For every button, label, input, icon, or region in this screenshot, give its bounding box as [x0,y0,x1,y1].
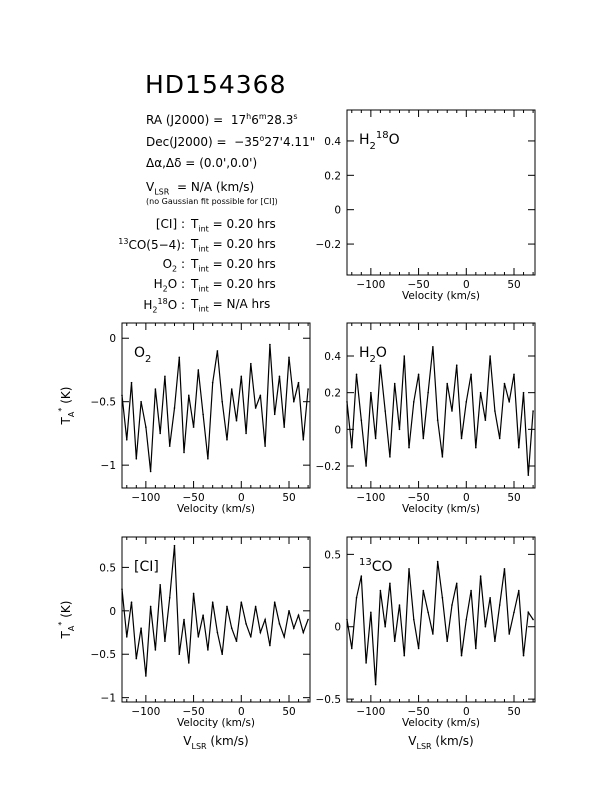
vlsr-axis-label: VLSR (km/s) [183,734,248,751]
x-tick-label: 50 [507,279,520,291]
ra-minutes: 6 [251,113,259,127]
x-tick-label: 50 [282,706,295,718]
panel-frame-o2 [121,322,311,489]
vlsr-label: V [146,180,155,194]
panel-label-h2o: H2O [359,345,387,365]
y-tick-label: 0.2 [324,388,341,400]
panel-label-co13: 13CO [359,557,393,575]
y-tick-label: −0.5 [91,649,117,661]
x-tick-label: −100 [356,706,385,718]
tint-value-h218o: Tint = N/A hrs [191,297,271,314]
y-tick-label: 0.4 [324,351,341,363]
tint-line-tail: O : [167,298,185,312]
y-tick-label: −0.5 [316,694,342,706]
x-tick-label: −50 [407,279,429,291]
tint-line-label: O [162,257,173,271]
x-tick-label: 0 [463,279,470,291]
fit-note: (no Gaussian fit possible for [CI]) [146,197,278,206]
panel-label-o2: O2 [134,345,151,365]
tint-value-o2: Tint = 0.20 hrs [191,257,276,274]
tint-line-tail: : [177,257,185,271]
ra-label: RA (J2000) = [146,113,224,127]
x-tick-label: −50 [182,706,204,718]
dec-degrees: −35 [234,135,260,149]
offset-line: Δα,Δδ = (0.0',0.0') [146,156,257,170]
offset-label: Δα,Δδ = [146,156,196,170]
y-tick-label: 0 [109,606,116,618]
y-tick-label: 0.5 [324,549,341,561]
ra-hours: 17 [230,113,247,127]
tint-line-label: [CI] : [155,217,185,231]
y-tick-label: 0 [334,205,341,217]
vlsr-line: VLSR = N/A (km/s) [146,180,254,196]
ra-line: RA (J2000) = 17h6m28.3s [146,112,298,127]
tint-line-sub: 2 [172,264,178,274]
x-tick-label: 0 [463,706,470,718]
tint-line-label: H [153,277,163,291]
dec-line: Dec(J2000) = −35o27'4.11" [146,134,316,149]
x-tick-label: −100 [131,492,160,504]
x-tick-label: 50 [282,492,295,504]
dec-rest: 27'4.11" [264,135,316,149]
y-tick-label: 0.5 [99,562,116,574]
page-title: HD154368 [145,70,287,99]
y-tick-label: −1 [101,460,116,472]
tint-value-h2o: Tint = 0.20 hrs [191,277,276,294]
x-tick-label: −50 [407,706,429,718]
offset-value: (0.0',0.0') [199,156,258,170]
y-tick-label: −1 [101,693,116,705]
tint-line-label: CO(5−4): [128,238,185,252]
x-axis-label: Velocity (km/s) [402,503,480,515]
dec-label: Dec(J2000) = [146,135,227,149]
tint-value-ci: Tint = 0.20 hrs [191,217,276,234]
x-tick-label: −50 [407,492,429,504]
x-tick-label: −100 [356,279,385,291]
spectrum-line-h2o [346,346,534,476]
tint-value-13co: Tint = 0.20 hrs [191,237,276,254]
x-axis-label: Velocity (km/s) [177,503,255,515]
y-tick-label: 0 [334,424,341,436]
x-tick-label: 0 [238,706,245,718]
x-tick-label: 50 [507,492,520,504]
y-tick-label: 0 [109,333,116,345]
spectrum-line-ci [121,545,309,676]
panel-label-ci: [CI] [134,559,159,575]
spectrum-line-o2 [121,344,309,472]
ra-seconds: 28.3 [266,113,294,127]
tint-line-sup: 13 [118,237,129,246]
x-tick-label: 0 [463,492,470,504]
panel-frame-h218o [346,109,536,276]
x-tick-label: 0 [238,492,245,504]
x-tick-label: −100 [356,492,385,504]
tint-line-sub: 2 [152,305,158,315]
tint-line-sub: 2 [162,284,168,294]
x-tick-label: 50 [507,706,520,718]
x-axis-label: Velocity (km/s) [177,717,255,729]
tint-line-label: H [143,298,153,312]
y-axis-label: TA* (K) [57,387,76,426]
vlsr-sub: LSR [154,187,170,197]
x-axis-label: Velocity (km/s) [402,717,480,729]
tint-line-sup: 18 [157,297,168,306]
y-tick-label: −0.2 [316,461,342,473]
y-tick-label: 0 [334,622,341,634]
panel-frame-ci [121,536,311,703]
panel-label-h218o: H218O [359,130,400,152]
vlsr-value: = N/A (km/s) [176,180,255,194]
x-tick-label: −100 [131,706,160,718]
vlsr-axis-label: VLSR (km/s) [408,734,473,751]
tint-line-tail: O : [167,277,185,291]
x-tick-label: −50 [182,492,204,504]
y-axis-label: TA* (K) [57,601,76,640]
y-tick-label: −0.5 [91,397,117,409]
y-tick-label: −0.2 [316,239,342,251]
x-axis-label: Velocity (km/s) [402,290,480,302]
y-tick-label: 0.4 [324,136,341,148]
spectrum-line-co13 [346,561,534,685]
y-tick-label: 0.2 [324,170,341,182]
